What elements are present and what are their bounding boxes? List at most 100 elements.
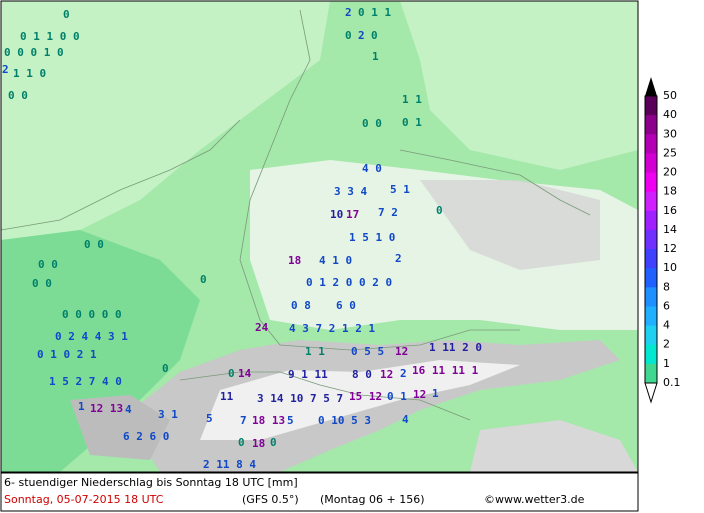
precip-label: 0 1 1 0 0 — [20, 30, 80, 43]
precip-label: 2 — [395, 252, 402, 265]
precip-label: 16 11 11 1 — [412, 364, 479, 377]
precip-label: 0 — [228, 367, 235, 380]
precip-label: 0 — [238, 436, 245, 449]
precip-label: 5 1 — [390, 183, 410, 196]
precip-label: 0 5 5 — [351, 345, 384, 358]
precip-label: 18 — [288, 254, 301, 267]
precip-label: 6 2 6 0 — [123, 430, 169, 443]
precip-label: 2 — [358, 29, 365, 42]
precip-label: 4 — [125, 403, 132, 416]
legend-label: 12 — [663, 242, 677, 255]
precip-label: 2 — [400, 367, 407, 380]
precip-label: 0 — [162, 362, 169, 375]
legend-swatch — [645, 96, 657, 116]
precip-label: 18 — [252, 437, 265, 450]
legend-label: 0.1 — [663, 376, 681, 389]
precip-label: 0 — [436, 204, 443, 217]
precip-label: 1 1 0 — [13, 67, 46, 80]
precip-label: 17 — [346, 208, 359, 221]
precip-label: 24 — [255, 321, 269, 334]
precip-label: 14 — [238, 367, 252, 380]
precip-label: 1 11 2 0 — [429, 341, 482, 354]
legend-label: 50 — [663, 89, 677, 102]
map-background — [0, 0, 639, 473]
precip-label: 0 0 0 0 0 — [62, 308, 122, 321]
precip-label: 0 — [345, 29, 352, 42]
precip-label: 7 — [240, 414, 247, 427]
precip-label: 0 0 — [362, 117, 382, 130]
precipitation-labels: 00 1 1 0 00 0 0 1 02 1 1 00 02 0 1 10 2 011 … — [2, 6, 482, 471]
precip-label: 0 1 0 2 1 — [37, 348, 97, 361]
precip-label: 1 — [432, 387, 439, 400]
footer-box — [0, 472, 639, 512]
precip-label: 1 5 1 0 — [349, 231, 395, 244]
legend-label: 4 — [663, 319, 670, 332]
precip-label: 4 1 0 — [319, 254, 352, 267]
precip-label: 0 0 0 1 0 — [4, 46, 64, 59]
legend-label: 40 — [663, 108, 677, 121]
precip-label: 2 — [2, 63, 9, 76]
legend-label: 18 — [663, 185, 677, 198]
precip-label: 0 0 — [32, 277, 52, 290]
legend-swatch — [645, 249, 657, 269]
legend-label: 6 — [663, 299, 670, 312]
legend-top-arrow — [645, 77, 657, 96]
precip-label: 12 13 — [90, 402, 123, 415]
precip-label: 2 11 8 4 — [203, 458, 256, 471]
precip-label: 11 — [220, 390, 234, 403]
legend-swatch — [645, 268, 657, 288]
footer-date: Sonntag, 05-07-2015 18 UTC — [4, 493, 164, 506]
legend-swatch — [645, 363, 657, 384]
legend-label: 30 — [663, 127, 677, 140]
precip-label: 3 1 — [158, 408, 178, 421]
legend-label: 25 — [663, 146, 677, 159]
precip-label: 0 2 4 4 3 1 — [55, 330, 128, 343]
precip-label: 1 — [78, 400, 85, 413]
legend-swatch — [645, 191, 657, 212]
precip-label: 2 — [345, 6, 352, 19]
precip-label: 5 — [287, 414, 294, 427]
legend-swatch — [645, 229, 657, 250]
precip-label: 1 1 — [305, 345, 325, 358]
legend-swatch — [645, 115, 657, 135]
precip-label: 0 1 — [387, 390, 407, 403]
legend-label: 20 — [663, 166, 677, 179]
legend: 50 40 30 25 20 18 16 14 12 10 8 6 4 2 1 0.1 — [644, 77, 681, 404]
precip-label: 12 — [380, 368, 393, 381]
legend-swatch — [645, 287, 657, 307]
footer-model: (GFS 0.5°) — [242, 493, 299, 506]
legend-frame — [644, 95, 658, 384]
legend-bottom-arrow — [644, 382, 658, 404]
footer-credit: ©www.wetter3.de — [484, 493, 585, 506]
legend-label: 2 — [663, 338, 670, 351]
precip-label: 0 — [270, 436, 277, 449]
precip-label: 0 0 — [8, 89, 28, 102]
precip-label: 0 1 — [402, 116, 422, 129]
precip-label: 0 10 5 3 — [318, 414, 371, 427]
precip-label: 9 1 11 — [288, 368, 328, 381]
precip-label: 0 — [371, 29, 378, 42]
legend-label: 10 — [663, 261, 677, 274]
legend-swatch — [645, 306, 657, 327]
legend-label: 8 — [663, 280, 670, 293]
precip-label: 3 3 4 — [334, 185, 367, 198]
precip-label: 6 0 — [336, 299, 356, 312]
precip-label: 0 — [63, 8, 70, 21]
legend-swatch — [645, 172, 657, 193]
precip-label: 15 12 — [349, 390, 382, 403]
precip-label: 0 8 — [291, 299, 311, 312]
precip-label: 10 — [330, 208, 343, 221]
legend-swatch — [645, 325, 657, 346]
legend-label: 16 — [663, 204, 677, 217]
footer: 6- stuendiger Niederschlag bis Sonntag 1… — [0, 472, 639, 512]
precip-label: 0 — [200, 273, 207, 286]
precip-label: 1 5 2 7 4 0 — [49, 375, 122, 388]
precip-label: 1 1 — [402, 93, 422, 106]
precip-label: 12 — [395, 345, 408, 358]
precip-label: 5 — [206, 412, 213, 425]
precip-label: 4 — [402, 413, 409, 426]
legend-label: 1 — [663, 357, 670, 370]
precip-label: 18 13 — [252, 414, 285, 427]
precip-label: 8 0 — [352, 368, 372, 381]
